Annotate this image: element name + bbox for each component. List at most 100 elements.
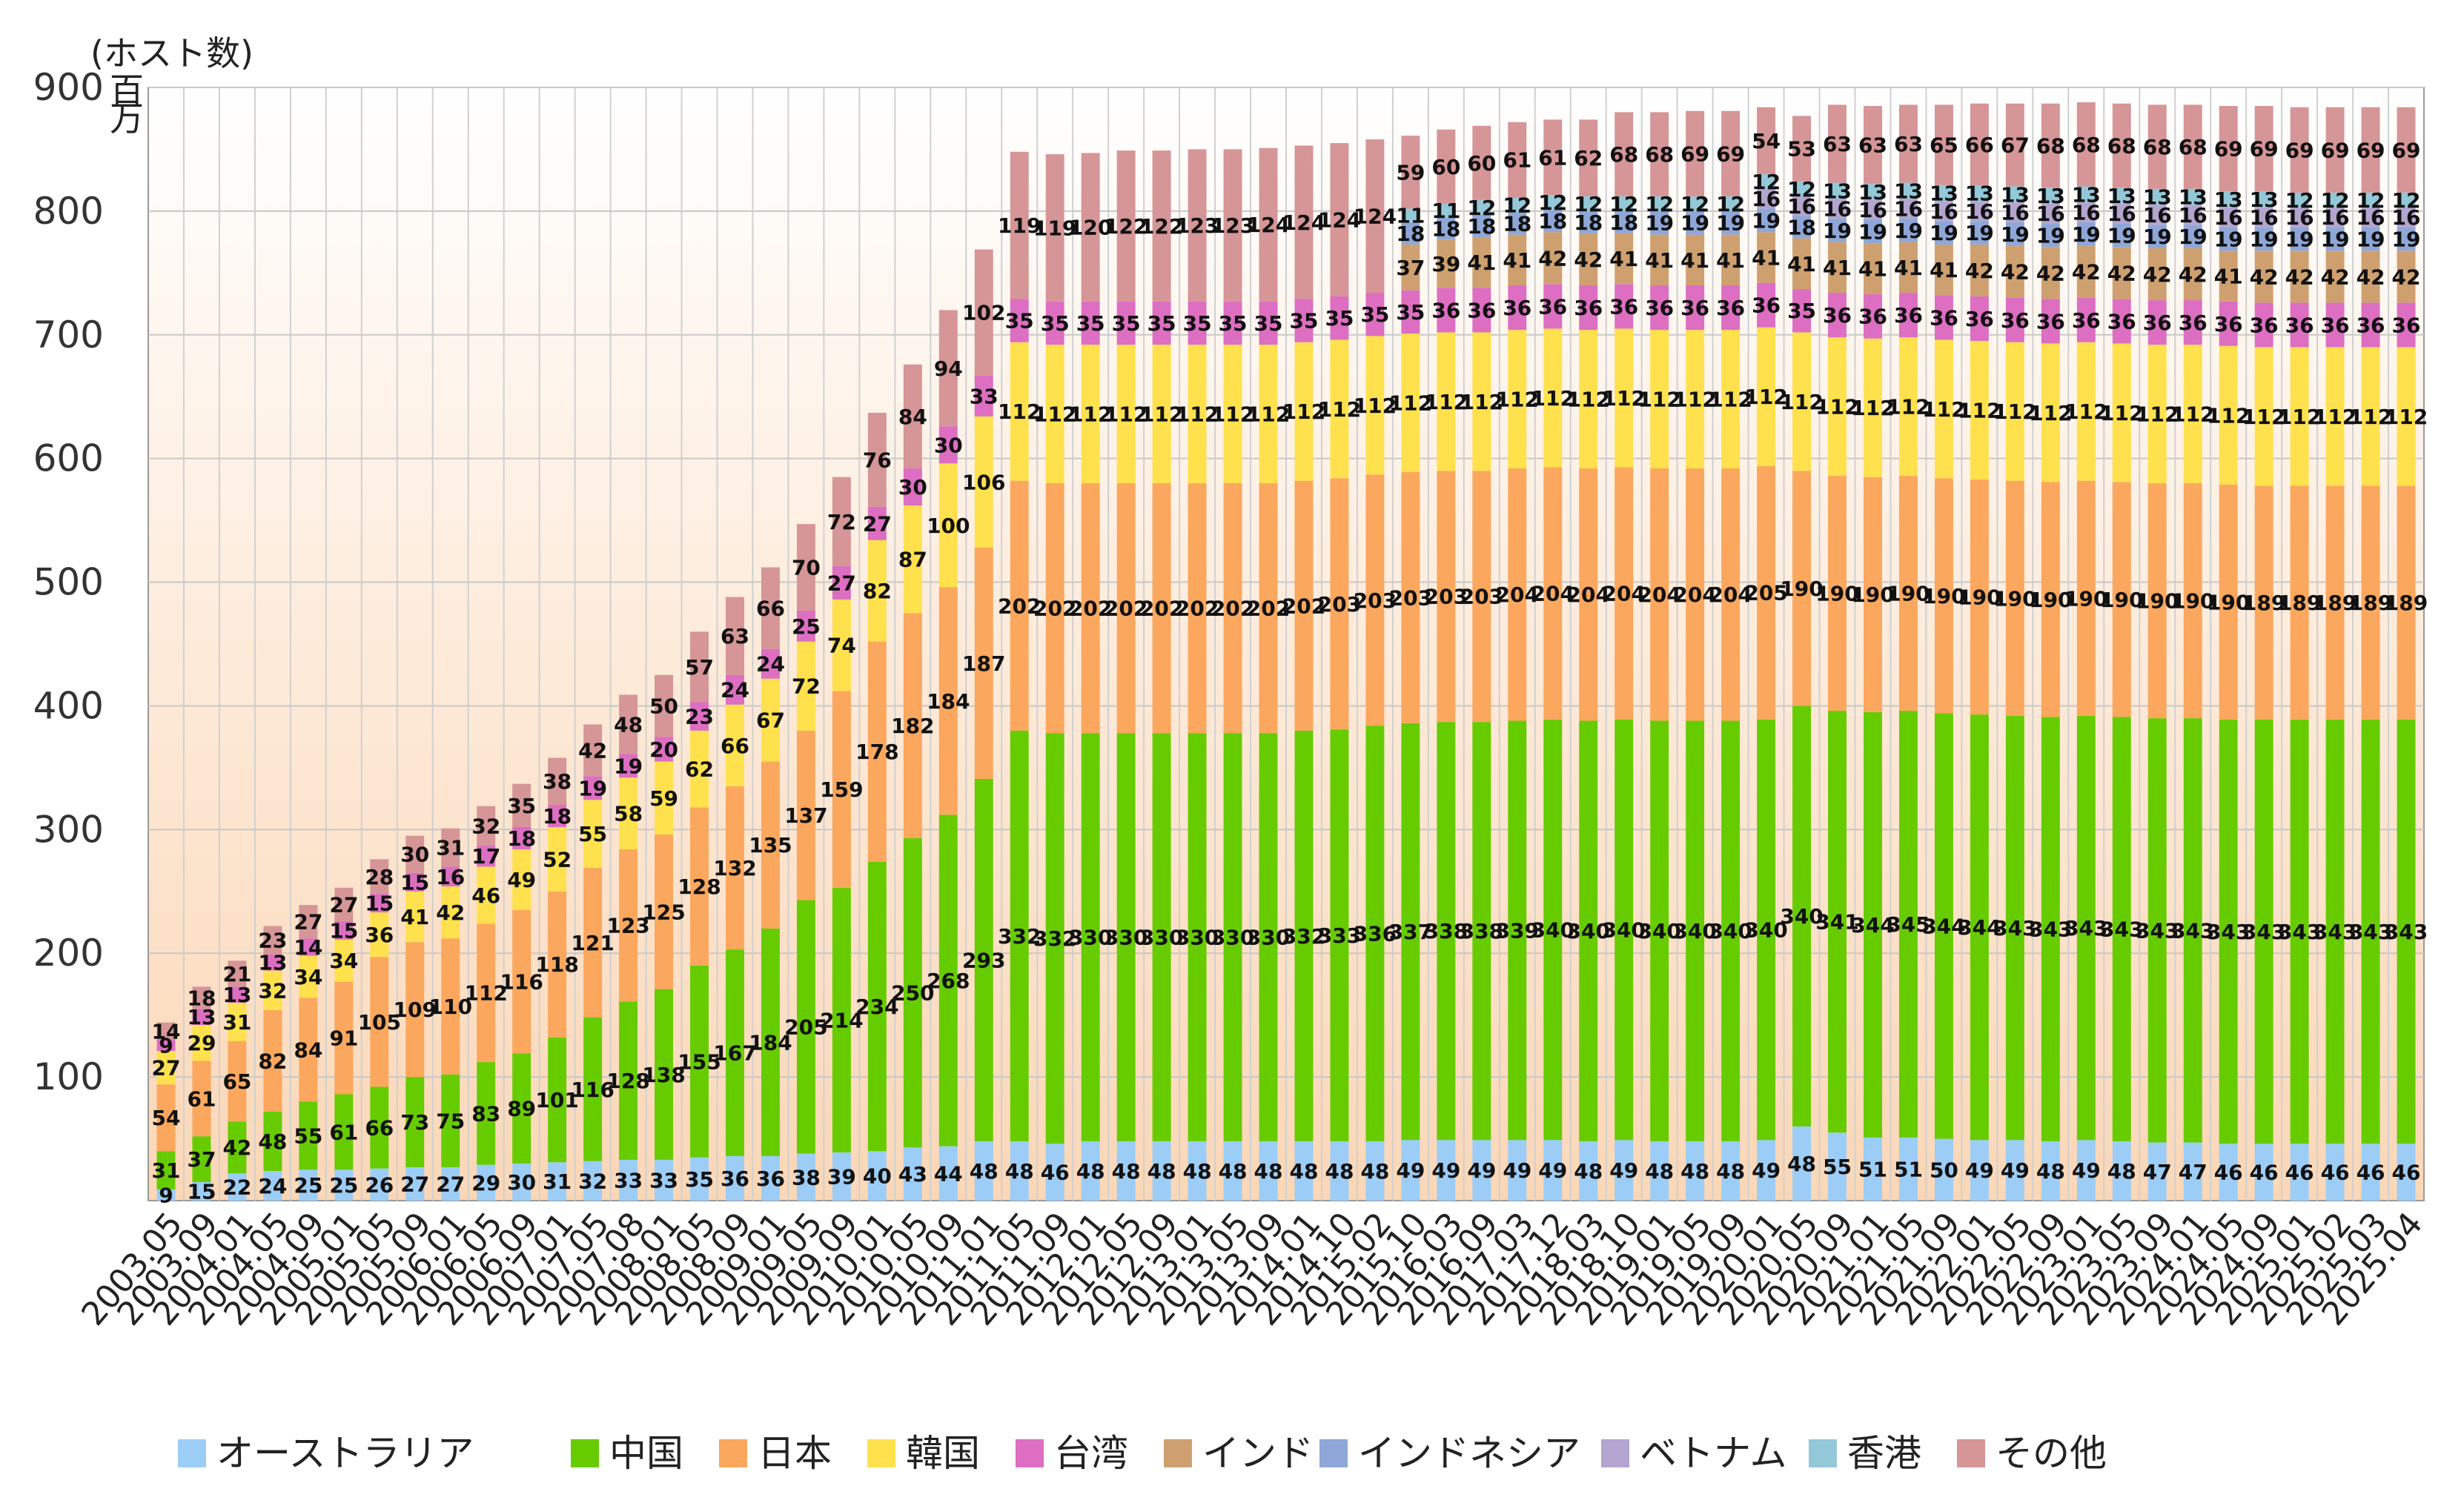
bar-segment [2147,345,2167,484]
bar-segment [690,807,709,966]
bar-segment [2290,250,2309,303]
bar-segment [2112,188,2131,204]
data-label: 42 [578,739,607,763]
bar-segment [1508,234,1527,286]
data-label: 27 [152,1056,181,1081]
bar-segment [761,678,780,762]
data-label: 204 [1567,583,1610,607]
bar-segment [1828,104,1847,183]
data-label: 36 [1965,307,1994,331]
data-label: 83 [471,1101,500,1126]
data-label: 36 [1503,296,1531,320]
bar-segment [1934,221,1953,245]
bar-segment [1508,1140,1527,1201]
bar-segment [2147,1142,2167,1201]
data-label: 16 [1787,194,1816,219]
bar-segment [2147,225,2167,248]
data-label: 27 [863,511,892,536]
bar-segment [1365,1141,1385,1201]
data-label: 49 [2072,1158,2101,1183]
bar-segment [228,986,247,1003]
bar-segment [1614,210,1634,233]
x-axis: 2003.052003.092004.012004.052004.092005.… [74,1205,2430,1333]
legend-swatch [178,1439,206,1467]
y-tick-label: 500 [33,561,104,604]
bar-segment [1543,328,1563,468]
bar-segment [1081,301,1100,345]
bar-segment [1437,217,1456,240]
data-label: 18 [1538,209,1567,233]
bar-segment [192,1181,211,1201]
bar-segment [1010,480,1029,731]
data-label: 16 [1752,187,1781,211]
data-label: 39 [1431,252,1460,276]
bar-segment [1828,182,1847,199]
bar-segment [832,1152,851,1201]
bar-segment [1223,1141,1242,1201]
bar-segment [2112,223,2131,248]
data-label: 47 [2179,1160,2208,1184]
data-label: 112 [1496,388,1539,412]
data-label: 49 [507,868,536,892]
y-tick-label: 300 [33,808,104,851]
bar-segment [2112,203,2131,224]
bar-segment [655,989,674,1160]
bar-segment [1934,295,1953,340]
data-label: 41 [1680,248,1709,273]
data-label: 41 [1645,248,1674,273]
bar-segment [1330,1141,1349,1201]
bar-segment [938,1146,958,1201]
data-label: 12 [2321,188,2350,213]
data-label: 48 [1183,1159,1212,1184]
data-label: 112 [1744,385,1787,409]
bar-segment [1614,1140,1634,1201]
bar-segment [2147,718,2167,1143]
data-label: 190 [1993,586,2036,611]
data-label: 112 [1531,386,1574,411]
bar-segment [1898,1137,1918,1201]
data-label: 19 [2001,222,2030,247]
data-label: 16 [2143,203,2172,228]
data-label: 112 [1105,402,1147,427]
data-label: 13 [1858,180,1887,205]
data-label: 35 [1254,311,1283,336]
data-label: 41 [1467,250,1496,275]
bar-segment [192,1061,211,1137]
data-label: 330 [1105,926,1147,950]
data-label: 15 [329,918,358,943]
data-label: 36 [2321,313,2350,337]
bar-segment [690,730,709,808]
data-label: 112 [1993,399,2036,424]
bar-segment [2325,485,2345,720]
bar-segment [1472,125,1491,200]
data-label: 51 [1894,1157,1923,1181]
bar-segment [1614,328,1634,468]
bar-segment [1686,468,1705,721]
bar-segment [2361,719,2380,1144]
data-label: 36 [1752,293,1781,318]
bar-segment [2325,302,2345,348]
data-label: 66 [721,734,749,758]
data-label: 190 [2171,589,2214,614]
data-label: 41 [400,905,429,929]
data-label: 36 [1538,294,1567,319]
bar-segment [1508,212,1527,235]
data-label: 189 [2278,591,2321,615]
data-label: 112 [2349,405,2392,429]
data-label: 203 [1354,588,1397,613]
bar-segment [2397,250,2416,303]
data-label: 69 [1716,142,1745,166]
data-label: 36 [1894,303,1923,328]
data-label: 124 [1247,213,1290,237]
data-label: 54 [152,1106,181,1130]
bar-segment [2076,480,2096,716]
bar-segment [583,800,603,869]
data-label: 18 [1787,216,1816,240]
data-label: 19 [1894,219,1923,243]
data-label: 16 [2107,202,2136,226]
bar-segment [2041,482,2060,717]
data-label: 68 [2107,133,2136,158]
data-label: 112 [1247,402,1290,427]
bar-segment [2112,1141,2131,1201]
data-label: 61 [187,1086,216,1111]
